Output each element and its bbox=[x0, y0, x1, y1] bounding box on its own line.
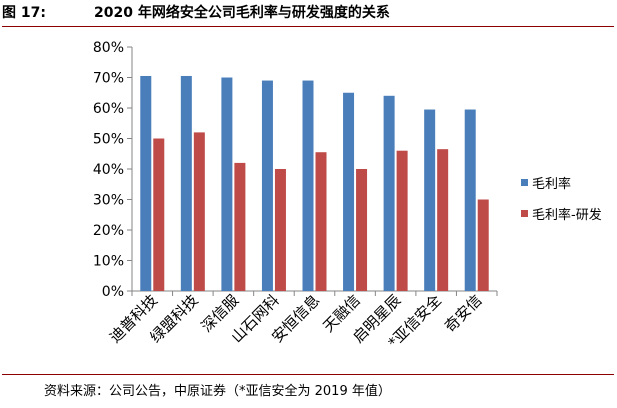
figure-number: 图 17: bbox=[2, 5, 46, 21]
bar bbox=[234, 162, 246, 291]
bar bbox=[383, 95, 395, 291]
y-tick-label: 60% bbox=[93, 101, 124, 117]
y-tick-label: 70% bbox=[93, 71, 124, 87]
x-tick-label: 奇安信 bbox=[441, 291, 486, 336]
figure-title-text: 2020 年网络安全公司毛利率与研发强度的关系 bbox=[94, 5, 390, 21]
bar bbox=[261, 80, 273, 291]
y-tick-label: 20% bbox=[93, 223, 124, 239]
bar bbox=[302, 80, 314, 291]
bar bbox=[153, 138, 165, 291]
legend-label: 毛利率-研发 bbox=[532, 208, 602, 223]
y-tick-label: 80% bbox=[93, 40, 124, 56]
legend-swatch bbox=[521, 210, 528, 217]
bar bbox=[140, 75, 152, 291]
bar bbox=[477, 199, 489, 291]
legend-label: 毛利率 bbox=[532, 177, 572, 192]
title-divider bbox=[2, 26, 614, 27]
legend-swatch bbox=[521, 179, 528, 186]
y-tick-label: 30% bbox=[93, 193, 124, 209]
bar bbox=[221, 77, 233, 291]
legend-item: 毛利率-研发 bbox=[521, 204, 602, 223]
figure-title: 图 17: 2020 年网络安全公司毛利率与研发强度的关系 bbox=[2, 2, 615, 24]
bar bbox=[274, 169, 286, 291]
legend-item: 毛利率 bbox=[521, 173, 571, 192]
bar bbox=[315, 152, 327, 291]
bar bbox=[180, 75, 192, 291]
bar bbox=[464, 109, 476, 292]
bar bbox=[356, 169, 368, 291]
bar bbox=[396, 150, 408, 291]
source-divider bbox=[2, 374, 614, 375]
bar bbox=[437, 149, 449, 291]
y-tick-label: 0% bbox=[102, 284, 124, 300]
y-tick-label: 50% bbox=[93, 132, 124, 148]
source-note: 资料来源：公司公告，中原证券（*亚信安全为 2019 年值） bbox=[44, 384, 391, 399]
bar bbox=[424, 109, 436, 292]
y-tick-label: 40% bbox=[93, 162, 124, 178]
y-tick-label: 10% bbox=[93, 254, 124, 270]
bar bbox=[193, 132, 205, 291]
bar bbox=[343, 92, 355, 291]
